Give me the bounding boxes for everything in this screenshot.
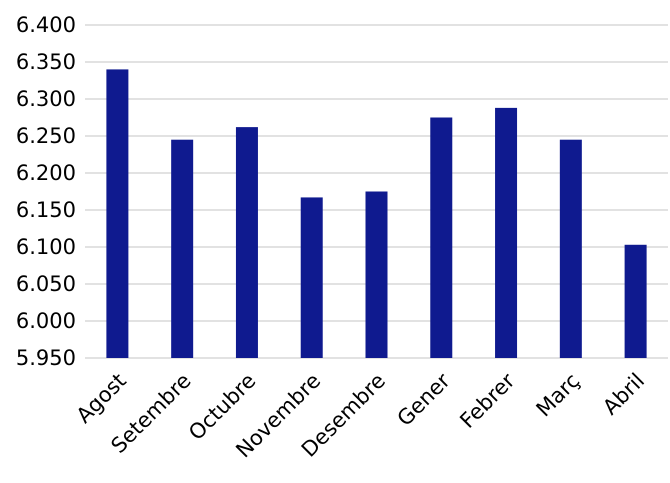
x-tick-label: Març — [532, 369, 585, 422]
bar-octubre — [235, 127, 258, 359]
y-tick-label: 5.950 — [16, 346, 76, 370]
bar-febrer — [495, 107, 518, 358]
bar-abril — [624, 244, 647, 358]
y-tick-label: 6.200 — [16, 161, 76, 185]
y-tick-label: 6.350 — [16, 50, 76, 74]
bar-agost — [106, 69, 129, 359]
y-tick-label: 6.050 — [16, 272, 76, 296]
y-tick-label: 6.300 — [16, 87, 76, 111]
y-tick-label: 6.250 — [16, 124, 76, 148]
bar-novembre — [300, 197, 323, 358]
y-tick-label: 6.150 — [16, 198, 76, 222]
x-tick-label: Abril — [598, 369, 649, 420]
x-tick-label: Gener — [393, 368, 456, 431]
y-tick-label: 6.000 — [16, 309, 76, 333]
bar-desembre — [365, 191, 388, 358]
bars — [106, 69, 647, 359]
x-tick-label: Agost — [72, 369, 131, 428]
y-axis-tick-labels: 5.950 6.000 6.050 6.100 6.150 6.200 6.250 6.300… — [16, 13, 76, 370]
bar-setembre — [171, 139, 194, 358]
y-tick-label: 6.400 — [16, 13, 76, 37]
x-tick-label: Febrer — [455, 368, 520, 433]
bar-març — [559, 139, 582, 358]
y-tick-label: 6.100 — [16, 235, 76, 259]
bar-gener — [430, 117, 453, 358]
